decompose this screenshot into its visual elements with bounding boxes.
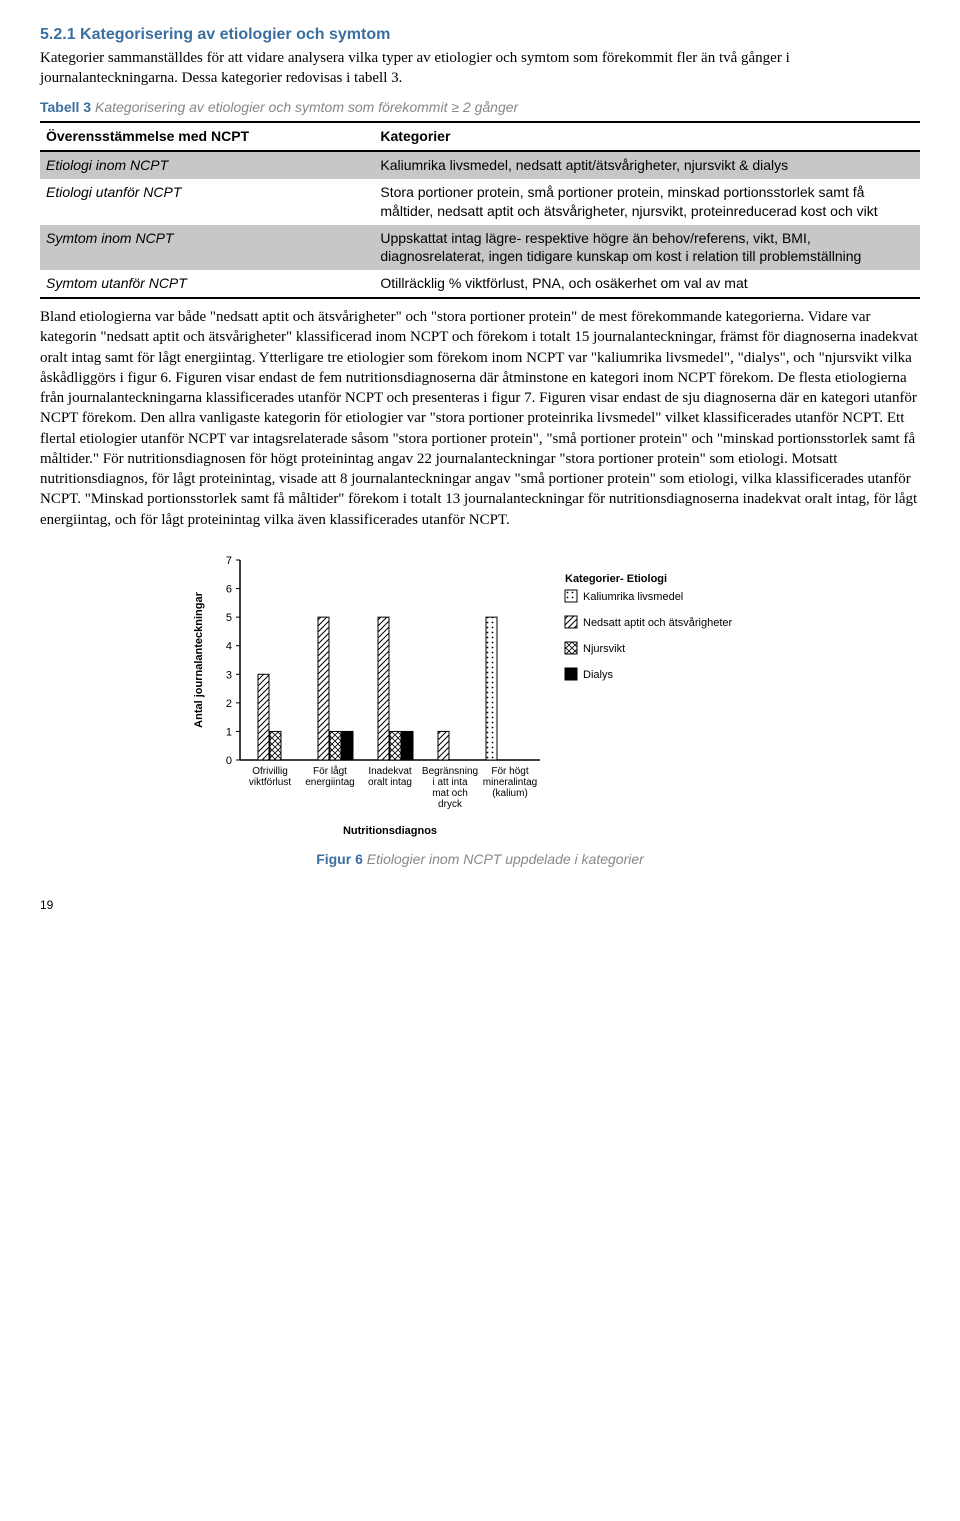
bar: [390, 731, 401, 760]
svg-text:5: 5: [226, 612, 232, 624]
svg-text:Nutritionsdiagnos: Nutritionsdiagnos: [343, 825, 437, 837]
svg-text:Antal journalanteckningar: Antal journalanteckningar: [193, 591, 205, 727]
svg-text:energiintag: energiintag: [305, 777, 354, 788]
table3-row-label: Etiologi utanför NCPT: [40, 179, 374, 225]
svg-text:2: 2: [226, 698, 232, 710]
svg-text:viktförlust: viktförlust: [249, 777, 291, 788]
svg-text:Kaliumrika livsmedel: Kaliumrika livsmedel: [583, 591, 683, 603]
svg-text:För högt: För högt: [491, 766, 528, 777]
svg-text:För lågt: För lågt: [313, 765, 347, 777]
svg-text:6: 6: [226, 584, 232, 596]
svg-text:Begränsning: Begränsning: [422, 766, 478, 777]
svg-text:mat och: mat och: [432, 788, 468, 799]
figure6-chart: 0 1 2 3 4 5 6 7 Antal journalanteckningar Ofrivil…: [170, 540, 790, 840]
figure6-caption-tail: Etiologier inom NCPT uppdelade i kategor…: [367, 851, 644, 867]
table3-row-label: Symtom inom NCPT: [40, 225, 374, 271]
svg-text:Dialys: Dialys: [583, 669, 613, 681]
table3-caption-tail: Kategorisering av etiologier och symtom …: [95, 99, 518, 115]
section-number: 5.2.1: [40, 26, 76, 43]
svg-text:4: 4: [226, 641, 232, 653]
table-row: Symtom inom NCPTUppskattat intag lägre- …: [40, 225, 920, 271]
table3-header-0: Överensstämmelse med NCPT: [40, 122, 374, 151]
table3-header-1: Kategorier: [374, 122, 920, 151]
bar: [378, 617, 389, 760]
table3-caption: Tabell 3 Kategorisering av etiologier oc…: [40, 98, 920, 117]
figure6-caption-lead: Figur 6: [316, 851, 363, 867]
table-row: Etiologi utanför NCPTStora portioner pro…: [40, 179, 920, 225]
svg-text:oralt intag: oralt intag: [368, 777, 412, 788]
bar: [438, 731, 449, 760]
svg-text:Nedsatt aptit och ätsvårighete: Nedsatt aptit och ätsvårigheter: [583, 617, 733, 629]
svg-text:Ofrivillig: Ofrivillig: [252, 766, 288, 777]
bar: [318, 617, 329, 760]
table-row: Symtom utanför NCPTOtillräcklig % viktfö…: [40, 270, 920, 298]
bar: [402, 731, 413, 760]
paragraph-1: Kategorier sammanställdes för att vidare…: [40, 48, 920, 89]
bar: [330, 731, 341, 760]
paragraph-2: Bland etiologierna var både "nedsatt apt…: [40, 307, 920, 530]
table3-row-value: Stora portioner protein, små portioner p…: [374, 179, 920, 225]
table3-row-label: Symtom utanför NCPT: [40, 270, 374, 298]
page-number: 19: [40, 897, 920, 913]
section-heading: 5.2.1 Kategorisering av etiologier och s…: [40, 24, 920, 46]
bar: [342, 731, 353, 760]
svg-text:7: 7: [226, 555, 232, 567]
figure6-caption: Figur 6 Etiologier inom NCPT uppdelade i…: [40, 850, 920, 869]
table3-row-value: Uppskattat intag lägre- respektive högre…: [374, 225, 920, 271]
svg-text:0: 0: [226, 755, 232, 767]
figure6: 0 1 2 3 4 5 6 7 Antal journalanteckningar Ofrivil…: [40, 540, 920, 869]
bar: [258, 674, 269, 760]
table3-row-value: Otillräcklig % viktförlust, PNA, och osä…: [374, 270, 920, 298]
table3-row-value: Kaliumrika livsmedel, nedsatt aptit/ätsv…: [374, 151, 920, 179]
section-title: Kategorisering av etiologier och symtom: [80, 26, 390, 43]
table3-caption-lead: Tabell 3: [40, 99, 91, 115]
svg-text:i att inta: i att inta: [432, 777, 467, 788]
svg-text:1: 1: [226, 726, 232, 738]
table3-row-label: Etiologi inom NCPT: [40, 151, 374, 179]
svg-text:dryck: dryck: [438, 799, 463, 810]
svg-text:mineralintag: mineralintag: [483, 777, 537, 788]
svg-text:Njursvikt: Njursvikt: [583, 643, 625, 655]
svg-text:3: 3: [226, 669, 232, 681]
svg-text:Kategorier- Etiologi: Kategorier- Etiologi: [565, 573, 667, 585]
bar: [486, 617, 497, 760]
table-row: Etiologi inom NCPTKaliumrika livsmedel, …: [40, 151, 920, 179]
table3: Överensstämmelse med NCPT Kategorier Eti…: [40, 121, 920, 299]
svg-text:Inadekvat: Inadekvat: [368, 766, 412, 777]
bar: [270, 731, 281, 760]
svg-text:(kalium): (kalium): [492, 788, 528, 799]
